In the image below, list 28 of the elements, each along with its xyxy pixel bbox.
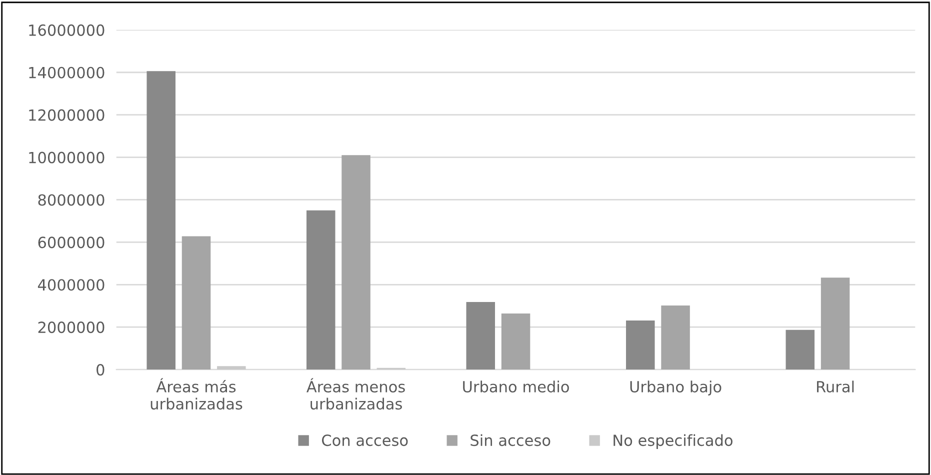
bar	[342, 155, 370, 370]
x-tick-label: Áreas menos urbanizadas	[306, 378, 405, 410]
bar	[217, 366, 246, 370]
y-tick-label: 12000000	[29, 109, 104, 121]
y-tick-label: 0	[96, 364, 104, 376]
bar	[182, 236, 211, 370]
bar	[661, 305, 690, 370]
bar	[306, 210, 336, 370]
legend-label: Con acceso	[322, 434, 408, 446]
x-tick-label: Áreas más urbanizadas	[150, 378, 242, 410]
y-tick-label: 10000000	[29, 152, 104, 164]
bar	[501, 314, 530, 370]
y-tick-label: 16000000	[29, 24, 104, 36]
legend-label: No especificado	[614, 434, 732, 450]
bar	[146, 71, 176, 370]
legend-label: Sin acceso	[470, 434, 550, 446]
y-tick-label: 2000000	[38, 322, 104, 334]
x-tick-label: Rural	[817, 380, 854, 392]
bar	[626, 320, 655, 370]
x-tick-label: Urbano bajo	[630, 380, 722, 396]
bar	[466, 302, 496, 370]
y-tick-label: 6000000	[38, 236, 104, 248]
y-tick-label: 14000000	[29, 66, 104, 78]
bar	[820, 278, 850, 370]
x-tick-label: Urbano medio	[463, 380, 569, 392]
y-tick-label: 4000000	[38, 279, 104, 291]
y-tick-label: 8000000	[38, 194, 104, 206]
bar	[786, 330, 815, 370]
